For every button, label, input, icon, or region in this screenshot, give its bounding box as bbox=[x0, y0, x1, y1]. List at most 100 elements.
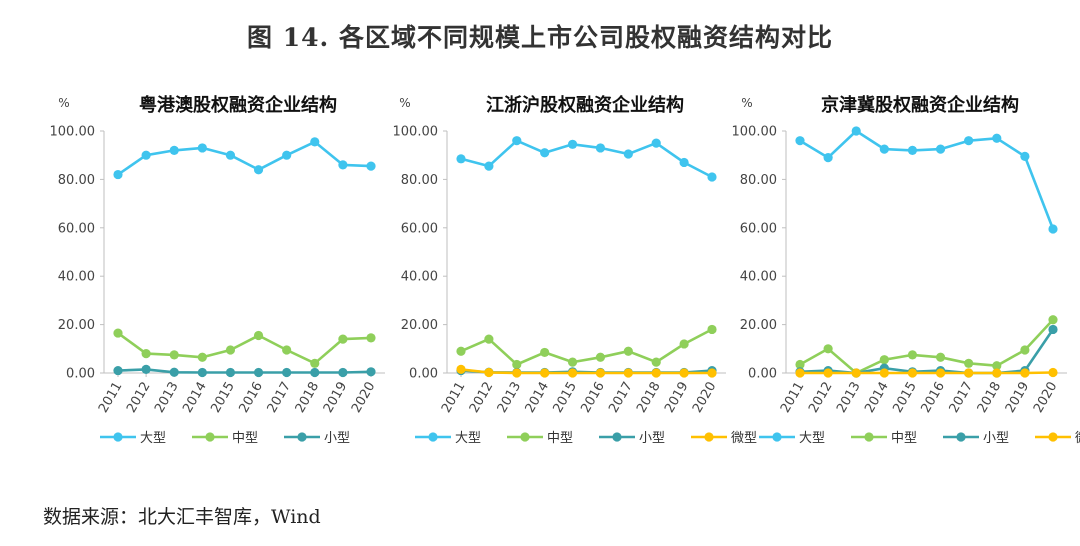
y-axis-unit: % bbox=[58, 96, 69, 110]
data-point-大型 bbox=[679, 157, 689, 168]
data-point-微型 bbox=[707, 368, 717, 378]
series-line-微型 bbox=[460, 368, 712, 375]
data-point-大型 bbox=[851, 126, 861, 136]
legend-marker-小型 bbox=[612, 432, 622, 442]
y-axis-unit: % bbox=[399, 96, 410, 110]
data-point-小型 bbox=[253, 367, 264, 378]
x-tick-label: 2020 bbox=[1031, 380, 1061, 416]
legend-marker-大型 bbox=[428, 432, 438, 442]
series-line-小型 bbox=[117, 368, 372, 374]
legend-label: 微型 bbox=[731, 431, 757, 446]
data-point-大型 bbox=[338, 160, 348, 170]
y-tick-label: 60.00 bbox=[401, 221, 438, 236]
x-tick-label: 2013 bbox=[495, 380, 525, 416]
series-line-中型 bbox=[460, 328, 713, 366]
x-tick-label: 2011 bbox=[96, 380, 126, 416]
data-point-微型 bbox=[992, 368, 1002, 378]
legend-label: 大型 bbox=[140, 431, 166, 446]
y-tick-label: 80.00 bbox=[401, 173, 438, 188]
data-point-大型 bbox=[1020, 151, 1030, 162]
data-point-大型 bbox=[707, 172, 717, 182]
data-point-大型 bbox=[935, 144, 946, 154]
data-point-小型 bbox=[282, 367, 292, 378]
data-point-大型 bbox=[512, 136, 522, 146]
data-point-大型 bbox=[282, 150, 292, 160]
legend-label: 中型 bbox=[891, 431, 917, 446]
legend-label: 中型 bbox=[232, 431, 258, 446]
y-tick-label: 40.00 bbox=[740, 270, 777, 285]
y-tick-label: 100.00 bbox=[50, 125, 96, 140]
data-point-大型 bbox=[1048, 224, 1058, 234]
data-point-中型 bbox=[1048, 315, 1058, 325]
data-point-中型 bbox=[310, 358, 320, 368]
y-tick-label: 100.00 bbox=[393, 125, 439, 140]
y-tick-label: 20.00 bbox=[740, 318, 777, 333]
x-tick-label: 2011 bbox=[439, 380, 469, 416]
data-point-小型 bbox=[169, 367, 179, 377]
data-point-小型 bbox=[141, 364, 151, 374]
data-point-中型 bbox=[484, 334, 494, 344]
y-tick-label: 40.00 bbox=[401, 270, 438, 285]
source-note: 数据来源：北大汇丰智库，Wind bbox=[43, 506, 321, 528]
x-tick-label: 2019 bbox=[321, 380, 351, 416]
data-point-大型 bbox=[141, 150, 151, 160]
data-point-微型 bbox=[623, 368, 633, 378]
chart-title: 粤港澳股权融资企业结构 bbox=[139, 94, 337, 116]
x-tick-label: 2015 bbox=[550, 380, 580, 416]
data-point-微型 bbox=[935, 368, 946, 378]
x-tick-label: 2019 bbox=[1003, 380, 1033, 416]
x-tick-label: 2014 bbox=[180, 380, 210, 416]
data-point-大型 bbox=[197, 143, 207, 153]
data-point-微型 bbox=[595, 368, 606, 378]
series-line-微型 bbox=[800, 371, 1054, 375]
y-tick-label: 20.00 bbox=[58, 318, 95, 333]
data-point-大型 bbox=[484, 161, 494, 171]
legend-label: 微型 bbox=[1075, 431, 1080, 446]
x-tick-label: 2013 bbox=[152, 380, 182, 416]
data-point-大型 bbox=[879, 144, 889, 154]
data-point-大型 bbox=[253, 165, 264, 175]
data-point-大型 bbox=[623, 149, 633, 159]
data-point-中型 bbox=[935, 352, 946, 362]
series-line-大型 bbox=[117, 140, 372, 176]
data-point-大型 bbox=[795, 136, 805, 146]
data-point-中型 bbox=[253, 330, 264, 341]
data-point-微型 bbox=[851, 368, 861, 378]
data-point-中型 bbox=[795, 359, 805, 370]
data-point-中型 bbox=[651, 357, 661, 367]
x-tick-label: 2013 bbox=[834, 380, 864, 416]
series-line-小型 bbox=[799, 328, 1055, 375]
data-point-微型 bbox=[964, 368, 974, 378]
data-point-中型 bbox=[567, 357, 578, 367]
y-axis-unit: % bbox=[741, 96, 752, 110]
legend-marker-大型 bbox=[772, 432, 782, 442]
data-point-微型 bbox=[540, 368, 550, 378]
data-point-微型 bbox=[879, 368, 889, 378]
data-point-大型 bbox=[651, 138, 661, 148]
x-tick-label: 2017 bbox=[265, 380, 295, 416]
legend-label: 中型 bbox=[547, 431, 573, 446]
y-tick-label: 0.00 bbox=[66, 367, 95, 382]
data-point-中型 bbox=[964, 358, 974, 368]
data-point-微型 bbox=[512, 368, 522, 378]
data-point-中型 bbox=[338, 334, 348, 344]
y-tick-label: 0.00 bbox=[409, 367, 438, 382]
series-line-中型 bbox=[117, 332, 372, 365]
x-tick-label: 2018 bbox=[975, 380, 1005, 416]
legend-marker-微型 bbox=[704, 432, 714, 442]
data-point-中型 bbox=[992, 361, 1002, 371]
data-point-大型 bbox=[992, 133, 1002, 143]
legend-marker-小型 bbox=[297, 432, 307, 442]
x-tick-label: 2015 bbox=[208, 380, 238, 416]
data-point-大型 bbox=[823, 153, 833, 163]
chart-title: 京津冀股权融资企业结构 bbox=[821, 94, 1019, 116]
x-tick-label: 2016 bbox=[578, 380, 608, 416]
legend-marker-中型 bbox=[864, 432, 874, 442]
data-point-大型 bbox=[456, 154, 466, 164]
chart-panel-3: 京津冀股权融资企业结构% 0.00 20.00 40.00 60.00 80.00 100.… bbox=[732, 94, 1080, 446]
data-point-中型 bbox=[1020, 345, 1030, 355]
data-point-中型 bbox=[879, 355, 889, 365]
data-point-大型 bbox=[366, 161, 376, 171]
x-tick-label: 2020 bbox=[349, 380, 379, 416]
x-tick-label: 2016 bbox=[236, 380, 266, 416]
